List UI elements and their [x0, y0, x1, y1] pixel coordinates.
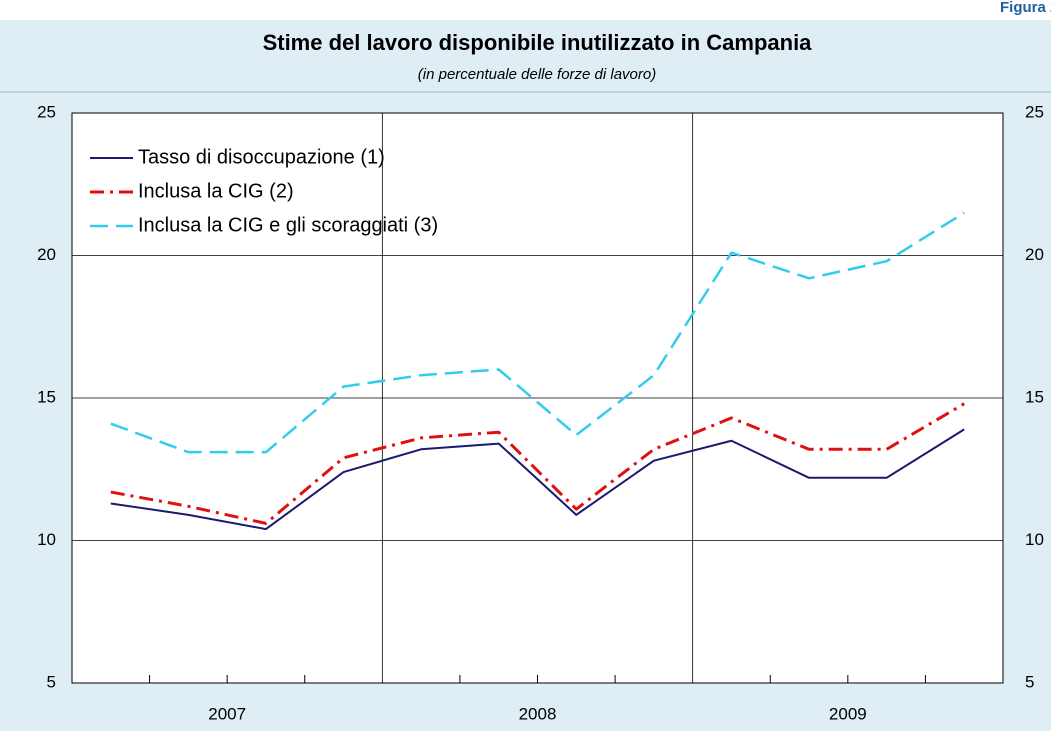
y2-tick-label: 15 [1025, 387, 1044, 406]
chart-title: Stime del lavoro disponibile inutilizzat… [263, 30, 813, 55]
series-line [110, 428, 965, 531]
y-tick-label: 20 [37, 245, 56, 264]
legend-label: Inclusa la CIG (2) [138, 180, 294, 202]
chart-subtitle: (in percentuale delle forze di lavoro) [418, 66, 656, 83]
legend-label: Inclusa la CIG e gli scoraggiati (3) [138, 214, 438, 236]
y-tick-label: 5 [47, 672, 56, 691]
y-tick-label: 25 [37, 102, 56, 121]
x-group-label: 2007 [208, 704, 246, 723]
y2-tick-label: 5 [1025, 672, 1034, 691]
legend-label: Tasso di disoccupazione (1) [138, 146, 385, 168]
y-tick-label: 10 [37, 530, 56, 549]
y2-tick-label: 20 [1025, 245, 1044, 264]
series-line [110, 402, 965, 525]
x-group-label: 2009 [829, 704, 867, 723]
series-line [110, 211, 965, 454]
y2-tick-label: 25 [1025, 102, 1044, 121]
y-tick-label: 15 [37, 387, 56, 406]
figure-label: Figura 2. [1000, 0, 1051, 16]
x-group-label: 2008 [519, 704, 557, 723]
y2-tick-label: 10 [1025, 530, 1044, 549]
